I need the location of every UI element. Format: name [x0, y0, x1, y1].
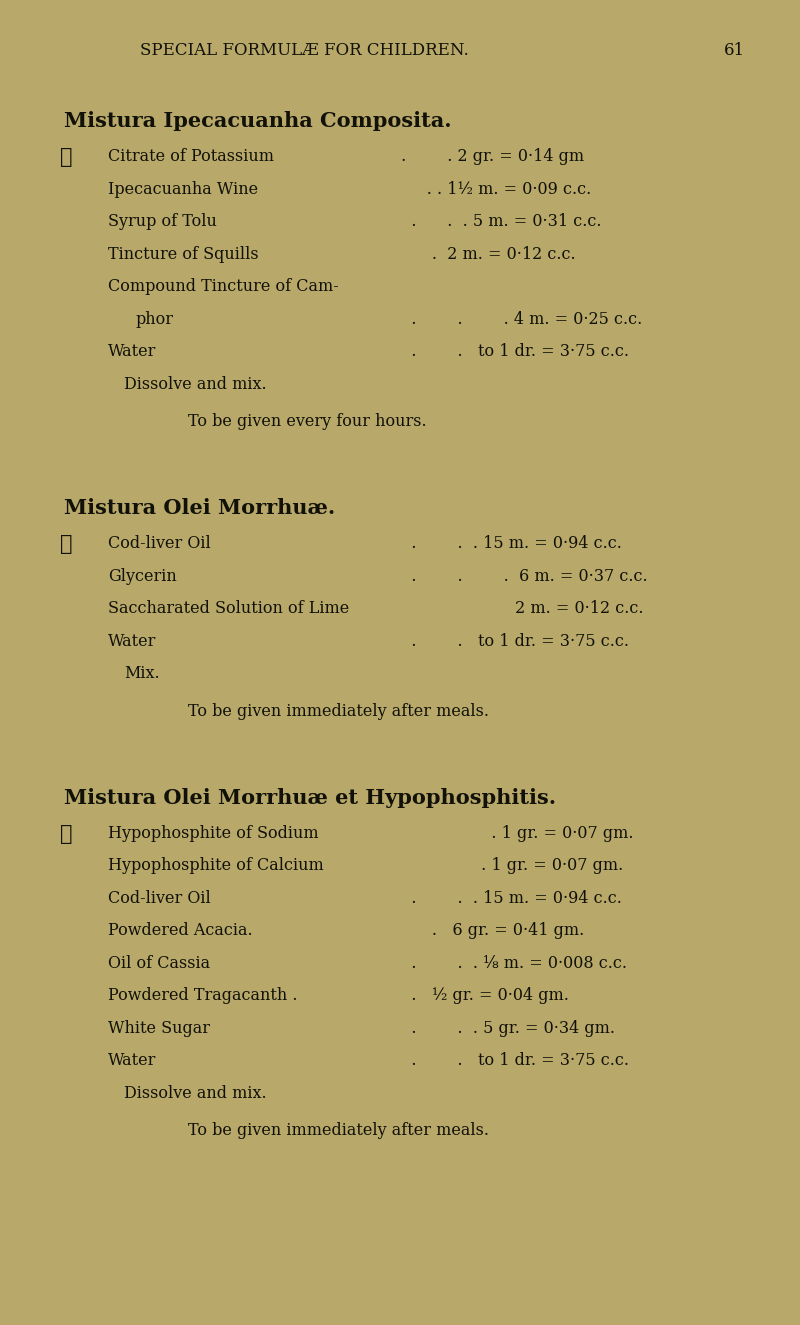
Text: Cod-liver Oil: Cod-liver Oil [108, 889, 210, 906]
Text: ℞: ℞ [60, 148, 73, 167]
Text: .  2 m. = 0·12 c.c.: . 2 m. = 0·12 c.c. [396, 246, 576, 262]
Text: Mix.: Mix. [124, 665, 160, 682]
Text: Tincture of Squills: Tincture of Squills [108, 246, 258, 262]
Text: Ipecacuanha Wine: Ipecacuanha Wine [108, 182, 258, 197]
Text: 2 m. = 0·12 c.c.: 2 m. = 0·12 c.c. [510, 600, 644, 617]
Text: Dissolve and mix.: Dissolve and mix. [124, 375, 266, 392]
Text: SPECIAL FORMULÆ FOR CHILDREN.: SPECIAL FORMULÆ FOR CHILDREN. [140, 42, 469, 60]
Text: .        .   to 1 dr. = 3·75 c.c.: . . to 1 dr. = 3·75 c.c. [396, 1052, 629, 1069]
Text: .        .        .  6 m. = 0·37 c.c.: . . . 6 m. = 0·37 c.c. [396, 567, 648, 584]
Text: Syrup of Tolu: Syrup of Tolu [108, 213, 217, 231]
Text: . 1 gr. = 0·07 gm.: . 1 gr. = 0·07 gm. [476, 824, 634, 841]
Text: .   ½ gr. = 0·04 gm.: . ½ gr. = 0·04 gm. [396, 987, 569, 1004]
Text: Water: Water [108, 632, 156, 649]
Text: .        .  . 15 m. = 0·94 c.c.: . . . 15 m. = 0·94 c.c. [396, 889, 622, 906]
Text: To be given immediately after meals.: To be given immediately after meals. [188, 1122, 489, 1139]
Text: Glycerin: Glycerin [108, 567, 177, 584]
Text: .        .   to 1 dr. = 3·75 c.c.: . . to 1 dr. = 3·75 c.c. [396, 343, 629, 360]
Text: Dissolve and mix.: Dissolve and mix. [124, 1084, 266, 1101]
Text: 61: 61 [724, 42, 745, 60]
Text: .      .  . 5 m. = 0·31 c.c.: . . . 5 m. = 0·31 c.c. [396, 213, 602, 231]
Text: .   6 gr. = 0·41 gm.: . 6 gr. = 0·41 gm. [396, 922, 584, 939]
Text: .        .  . 15 m. = 0·94 c.c.: . . . 15 m. = 0·94 c.c. [396, 535, 622, 553]
Text: Water: Water [108, 343, 156, 360]
Text: Hypophosphite of Calcium: Hypophosphite of Calcium [108, 857, 324, 874]
Text: Compound Tincture of Cam-: Compound Tincture of Cam- [108, 278, 338, 295]
Text: White Sugar: White Sugar [108, 1019, 210, 1036]
Text: Mistura Olei Morrhuæ et Hypophosphitis.: Mistura Olei Morrhuæ et Hypophosphitis. [64, 787, 556, 808]
Text: Saccharated Solution of Lime: Saccharated Solution of Lime [108, 600, 350, 617]
Text: .        .  . ⅛ m. = 0·008 c.c.: . . . ⅛ m. = 0·008 c.c. [396, 954, 627, 971]
Text: phor: phor [136, 310, 174, 327]
Text: .        .  . 5 gr. = 0·34 gm.: . . . 5 gr. = 0·34 gm. [396, 1019, 615, 1036]
Text: Water: Water [108, 1052, 156, 1069]
Text: ℞: ℞ [60, 535, 73, 554]
Text: To be given immediately after meals.: To be given immediately after meals. [188, 702, 489, 719]
Text: Powdered Tragacanth .: Powdered Tragacanth . [108, 987, 298, 1004]
Text: Cod-liver Oil: Cod-liver Oil [108, 535, 210, 553]
Text: .        . 2 gr. = 0·14 gm: . . 2 gr. = 0·14 gm [396, 148, 584, 166]
Text: Oil of Cassia: Oil of Cassia [108, 954, 210, 971]
Text: Powdered Acacia.: Powdered Acacia. [108, 922, 253, 939]
Text: Mistura Ipecacuanha Composita.: Mistura Ipecacuanha Composita. [64, 111, 452, 131]
Text: . . 1½ m. = 0·09 c.c.: . . 1½ m. = 0·09 c.c. [396, 182, 591, 197]
Text: .        .        . 4 m. = 0·25 c.c.: . . . 4 m. = 0·25 c.c. [396, 310, 642, 327]
Text: .        .   to 1 dr. = 3·75 c.c.: . . to 1 dr. = 3·75 c.c. [396, 632, 629, 649]
Text: Hypophosphite of Sodium: Hypophosphite of Sodium [108, 824, 318, 841]
Text: To be given every four hours.: To be given every four hours. [188, 413, 426, 431]
Text: ℞: ℞ [60, 824, 73, 844]
Text: Citrate of Potassium: Citrate of Potassium [108, 148, 274, 166]
Text: Mistura Olei Morrhuæ.: Mistura Olei Morrhuæ. [64, 498, 335, 518]
Text: . 1 gr. = 0·07 gm.: . 1 gr. = 0·07 gm. [476, 857, 623, 874]
